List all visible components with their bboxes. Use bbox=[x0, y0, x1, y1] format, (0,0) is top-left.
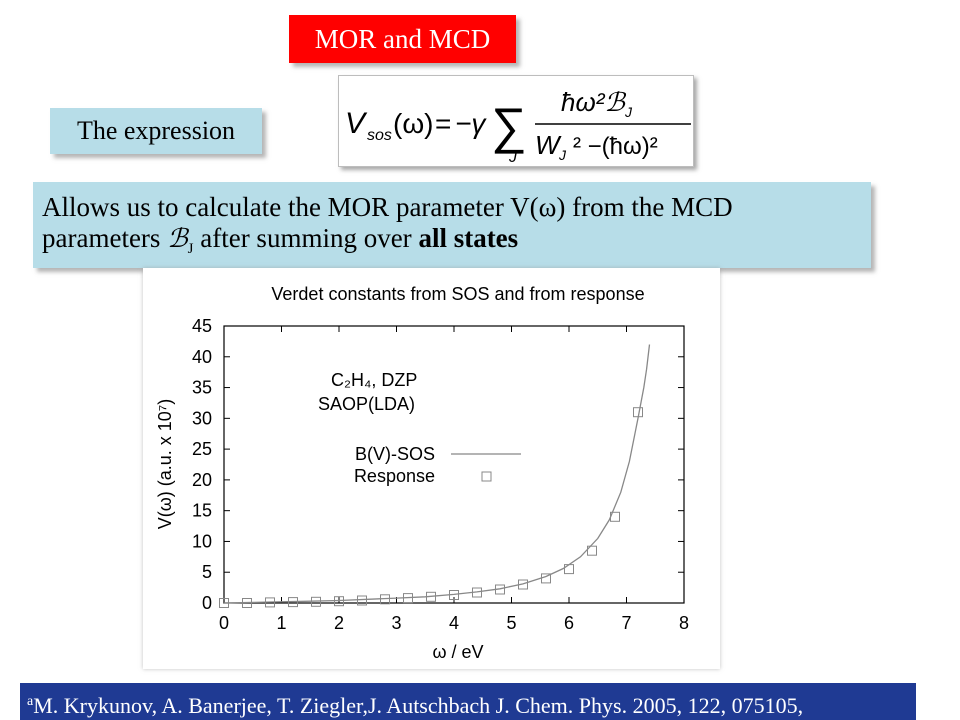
verdet-chart: Verdet constants from SOS and from respo… bbox=[155, 284, 689, 662]
response-point bbox=[357, 595, 367, 606]
legend-swatch-response bbox=[481, 471, 492, 482]
formula-neg-gamma: −γ bbox=[455, 108, 487, 139]
description-line-1-text: Allows us to calculate the MOR parameter… bbox=[42, 192, 733, 222]
footer-marker: a bbox=[27, 694, 34, 709]
expression-label-text: The expression bbox=[76, 116, 236, 145]
description-line-2-pre: parameters bbox=[42, 223, 168, 253]
x-tick-label: 7 bbox=[621, 613, 631, 633]
response-point bbox=[288, 597, 298, 608]
formula-sum-symbol: ∑ bbox=[491, 98, 527, 154]
response-point bbox=[564, 564, 574, 575]
formula-equals: = bbox=[435, 108, 451, 139]
response-point bbox=[242, 598, 252, 608]
x-tick-label: 3 bbox=[391, 613, 401, 633]
formula-sum-index: J bbox=[508, 149, 518, 166]
expression-label-box: The expression bbox=[50, 108, 262, 154]
response-point bbox=[380, 594, 390, 605]
x-tick-label: 2 bbox=[334, 613, 344, 633]
chart-annotation-line-2: SAOP(LDA) bbox=[318, 394, 415, 414]
y-tick-label: 20 bbox=[192, 470, 212, 490]
response-point bbox=[449, 590, 459, 600]
response-point bbox=[518, 579, 528, 590]
response-point bbox=[587, 545, 597, 556]
description-line-1: Allows us to calculate the MOR parameter… bbox=[42, 192, 871, 223]
series-layer bbox=[219, 344, 651, 608]
y-tick-label: 5 bbox=[202, 562, 212, 582]
y-tick-label: 25 bbox=[192, 439, 212, 459]
x-axis-label: ω / eV bbox=[432, 642, 483, 662]
description-line-2-mid: after summing over bbox=[193, 223, 419, 253]
slide-title-text: MOR and MCD bbox=[314, 24, 491, 54]
chart-annotation-line-1: C₂H₄, DZP bbox=[331, 370, 417, 390]
x-tick-label: 0 bbox=[219, 613, 229, 633]
chart-title: Verdet constants from SOS and from respo… bbox=[271, 284, 644, 304]
formula-graphic: V sos (ω) = −γ ∑ J ħω²ℬ J W J ² −(ħω)² bbox=[345, 87, 691, 166]
legend-label-response: Response bbox=[354, 466, 435, 486]
x-tick-label: 4 bbox=[449, 613, 459, 633]
slide-title: MOR and MCD bbox=[289, 15, 516, 63]
description-line-2: parameters ℬJ after summing over all sta… bbox=[42, 223, 871, 265]
sos-series-line bbox=[223, 344, 651, 604]
response-point bbox=[541, 573, 551, 584]
formula-lhs: V bbox=[345, 107, 368, 140]
response-point bbox=[610, 511, 620, 522]
legend-label-sos: B(V)-SOS bbox=[355, 444, 435, 464]
response-point bbox=[403, 593, 413, 604]
formula-denominator-sub: J bbox=[558, 147, 567, 163]
description-box: Allows us to calculate the MOR parameter… bbox=[33, 182, 871, 268]
x-tick-label: 8 bbox=[679, 613, 689, 633]
description-bold-text: all states bbox=[418, 223, 519, 253]
response-point bbox=[426, 591, 436, 602]
plot-frame bbox=[223, 325, 685, 604]
response-point bbox=[219, 598, 229, 608]
formula-lhs-sub: sos bbox=[367, 127, 392, 144]
formula-denominator-rest: ² −(ħω)² bbox=[573, 133, 658, 160]
y-tick-label: 40 bbox=[192, 347, 212, 367]
y-tick-label: 10 bbox=[192, 531, 212, 551]
formula-box: V sos (ω) = −γ ∑ J ħω²ℬ J W J ² −(ħω)² bbox=[338, 75, 694, 167]
formula-numerator-sub: J bbox=[624, 104, 633, 120]
footer-citation: aM. Krykunov, A. Banerjee, T. Ziegler,J.… bbox=[20, 683, 916, 720]
y-tick-label: 35 bbox=[192, 378, 212, 398]
y-tick-label: 0 bbox=[202, 593, 212, 613]
mcd-parameter-sub: J bbox=[187, 241, 194, 257]
response-point bbox=[472, 587, 482, 598]
response-point bbox=[334, 596, 344, 607]
y-tick-label: 30 bbox=[192, 408, 212, 428]
y-axis-label: V(ω) (a.u. x 10⁷) bbox=[155, 399, 175, 530]
response-point bbox=[495, 584, 505, 595]
formula-numerator: ħω²ℬ bbox=[561, 87, 626, 117]
y-tick-label: 45 bbox=[192, 316, 212, 336]
footer-text: M. Krykunov, A. Banerjee, T. Ziegler,J. … bbox=[33, 693, 804, 718]
formula-denominator: W bbox=[535, 130, 562, 160]
mcd-parameter-symbol: ℬ bbox=[167, 224, 188, 254]
x-tick-label: 6 bbox=[564, 613, 574, 633]
response-point bbox=[265, 597, 275, 608]
response-point bbox=[311, 596, 321, 607]
y-tick-label: 15 bbox=[192, 501, 212, 521]
x-tick-label: 1 bbox=[276, 613, 286, 633]
formula-lhs-arg: (ω) bbox=[393, 108, 434, 139]
response-point bbox=[633, 407, 643, 418]
x-tick-label: 5 bbox=[506, 613, 516, 633]
plot-panel: Verdet constants from SOS and from respo… bbox=[143, 268, 720, 669]
